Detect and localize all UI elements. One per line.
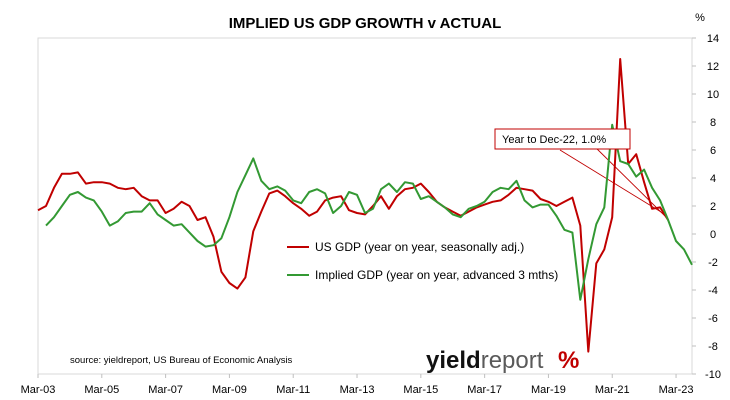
legend: US GDP (year on year, seasonally adj.) I… [287, 240, 558, 282]
source-note: source: yieldreport, US Bureau of Econom… [70, 355, 293, 366]
y-tick-label: -10 [705, 369, 721, 381]
y-tick-label: 8 [710, 117, 716, 129]
brand-text-bold: yield [426, 347, 481, 374]
x-tick-label: Mar-21 [595, 384, 630, 396]
x-tick-label: Mar-05 [84, 384, 119, 396]
x-tick-label: Mar-07 [148, 384, 183, 396]
y-tick-label: 6 [710, 145, 716, 157]
series-line-us-gdp [37, 58, 669, 353]
legend-label-implied-gdp: Implied GDP (year on year, advanced 3 mt… [315, 268, 558, 282]
y-tick-label: -8 [708, 341, 718, 353]
y-tick-label: 0 [710, 229, 716, 241]
x-tick-label: Mar-23 [659, 384, 694, 396]
chart-title: IMPLIED US GDP GROWTH v ACTUAL [229, 15, 502, 32]
x-tick-label: Mar-11 [276, 384, 310, 396]
y-tick-label: 2 [710, 201, 716, 213]
brand-logo: yieldreport % [426, 347, 579, 374]
y-tick-label: 4 [710, 173, 716, 185]
x-axis: Mar-03 Mar-05 Mar-07 Mar-09 Mar-11 Mar-13 Mar-… [21, 374, 694, 396]
x-tick-label: Mar-03 [21, 384, 56, 396]
legend-label-us-gdp: US GDP (year on year, seasonally adj.) [315, 240, 524, 254]
y-tick-label: -4 [708, 285, 718, 297]
x-tick-label: Mar-15 [403, 384, 438, 396]
y-tick-label: -2 [708, 257, 718, 269]
x-tick-label: Mar-09 [212, 384, 247, 396]
y-tick-label: -6 [708, 313, 718, 325]
series-line-implied-gdp [45, 123, 693, 301]
svg-text:yieldreport: yieldreport [426, 347, 544, 374]
y-axis: -10 -8 -6 -4 -2 0 2 4 6 8 10 12 14 [692, 33, 721, 381]
x-tick-label: Mar-19 [531, 384, 566, 396]
x-tick-label: Mar-13 [340, 384, 375, 396]
y-tick-label: 14 [707, 33, 719, 45]
brand-text-light: report [481, 347, 544, 374]
annotation-label: Year to Dec-22, 1.0% [502, 134, 606, 146]
brand-percent-icon: % [558, 347, 579, 374]
series-lines [37, 58, 693, 353]
plot-area [37, 37, 693, 375]
y-tick-label: 12 [707, 61, 719, 73]
annotation-box [494, 128, 631, 150]
y-tick-label: 10 [707, 89, 719, 101]
annotation-leader-line [589, 141, 668, 219]
x-tick-label: Mar-17 [467, 384, 502, 396]
y-axis-unit: % [695, 12, 705, 24]
